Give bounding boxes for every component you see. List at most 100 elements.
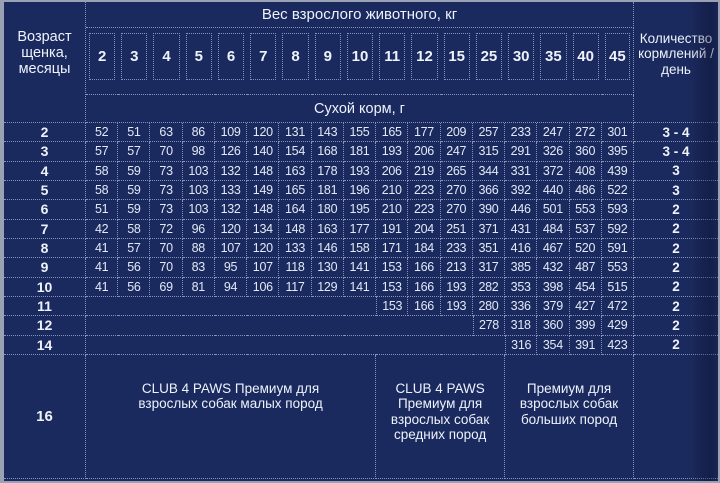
- food-amount-cell: 177: [343, 219, 377, 239]
- food-amount-cell: 149: [247, 180, 280, 201]
- food-amount-cell: 177: [408, 123, 441, 143]
- food-amount-cell: 317: [472, 258, 506, 278]
- food-amount-cell: 83: [182, 258, 215, 278]
- food-amount-cell: 210: [376, 180, 409, 201]
- weight-column-header: 10: [343, 28, 377, 95]
- food-amount-cell: 472: [601, 296, 634, 317]
- food-amount-cell: 41: [86, 277, 119, 297]
- food-amount-cell: [214, 316, 248, 336]
- food-amount-cell: 416: [505, 238, 538, 259]
- feeding-grid: Возраст щенка, месяцы Вес взрослого живо…: [4, 2, 718, 479]
- food-amount-cell: 399: [569, 316, 602, 336]
- food-amount-cell: 301: [601, 123, 634, 143]
- feedings-per-day-cell: 2: [634, 316, 718, 336]
- food-amount-cell: 593: [601, 200, 634, 220]
- feedings-per-day-cell: 3 - 4: [634, 123, 718, 143]
- weight-value: 15: [443, 33, 470, 80]
- food-amount-cell: 391: [569, 335, 602, 355]
- age-row-label: 7: [4, 219, 86, 239]
- weight-value: 7: [250, 33, 277, 80]
- food-amount-cell: 73: [150, 161, 183, 181]
- food-amount-cell: 213: [440, 258, 473, 278]
- food-amount-cell: 316: [505, 335, 538, 355]
- weight-row-header: Вес взрослого животного, кг: [86, 2, 634, 28]
- weight-column-header: 30: [505, 28, 538, 95]
- food-amount-cell: 146: [311, 238, 344, 259]
- food-amount-cell: 103: [182, 180, 215, 201]
- feedings-column-header: Количество кормлений / день: [634, 2, 718, 123]
- food-amount-cell: 59: [118, 180, 151, 201]
- food-amount-cell: 73: [150, 200, 183, 220]
- feedings-per-day-cell: 2: [634, 200, 718, 220]
- weight-column-header: 4: [150, 28, 183, 95]
- food-amount-cell: 223: [408, 180, 441, 201]
- weight-column-header: 8: [279, 28, 312, 95]
- food-amount-cell: 63: [150, 123, 183, 143]
- weight-value: 30: [508, 33, 535, 80]
- dry-food-unit-header: Сухой корм, г: [86, 95, 634, 123]
- weight-value: 6: [217, 33, 245, 80]
- food-amount-cell: 163: [279, 161, 312, 181]
- food-amount-cell: [311, 297, 344, 317]
- food-amount-cell: 204: [408, 219, 441, 239]
- food-amount-cell: 52: [86, 123, 119, 143]
- food-amount-cell: 109: [214, 123, 248, 143]
- food-amount-cell: 351: [472, 238, 506, 259]
- food-amount-cell: 107: [247, 258, 280, 278]
- food-amount-cell: 247: [537, 123, 570, 143]
- food-amount-cell: [408, 336, 441, 355]
- food-amount-cell: 257: [472, 123, 506, 143]
- food-amount-cell: 132: [214, 161, 248, 181]
- food-amount-cell: 164: [279, 200, 312, 220]
- food-amount-cell: 168: [311, 142, 344, 162]
- food-amount-cell: 57: [118, 238, 151, 259]
- food-amount-cell: 193: [376, 142, 409, 162]
- weight-value: 25: [475, 33, 503, 80]
- food-amount-cell: 141: [343, 258, 377, 278]
- food-amount-cell: [472, 336, 506, 355]
- food-amount-cell: [118, 336, 151, 355]
- food-amount-cell: 371: [472, 219, 506, 239]
- food-amount-cell: 118: [279, 258, 312, 278]
- food-amount-cell: 553: [569, 200, 602, 220]
- age-column-header: Возраст щенка, месяцы: [4, 2, 86, 123]
- food-amount-cell: 326: [537, 142, 570, 162]
- product-name-cell: CLUB 4 PAWS Премиум для взрослых собак м…: [86, 354, 377, 479]
- food-amount-cell: 366: [472, 180, 506, 201]
- food-amount-cell: 42: [86, 219, 119, 239]
- weight-value: 3: [121, 33, 148, 80]
- weight-column-header: 15: [440, 28, 473, 95]
- food-amount-cell: 486: [569, 180, 602, 201]
- food-amount-cell: 487: [569, 258, 602, 278]
- food-amount-cell: [343, 297, 377, 317]
- age-row-label: 10: [4, 277, 86, 297]
- food-amount-cell: 95: [214, 258, 248, 278]
- food-amount-cell: 56: [118, 258, 151, 278]
- food-amount-cell: 181: [343, 142, 377, 162]
- age-row-label: 11: [4, 296, 86, 317]
- food-amount-cell: 70: [150, 142, 183, 162]
- food-amount-cell: 398: [537, 277, 570, 297]
- food-amount-cell: 270: [440, 200, 473, 220]
- food-amount-cell: [279, 336, 312, 355]
- food-amount-cell: [376, 316, 409, 336]
- weight-value: 5: [185, 33, 212, 80]
- food-amount-cell: 141: [343, 277, 377, 297]
- food-amount-cell: 379: [537, 296, 570, 317]
- weight-value: 10: [346, 33, 374, 80]
- weight-column-header: 5: [182, 28, 215, 95]
- food-amount-cell: 247: [440, 142, 473, 162]
- age-row-label: 4: [4, 161, 86, 181]
- food-amount-cell: 454: [569, 277, 602, 297]
- food-amount-cell: 219: [408, 161, 441, 181]
- food-amount-cell: [247, 316, 280, 336]
- food-amount-cell: [182, 316, 215, 336]
- food-amount-cell: 537: [569, 219, 602, 239]
- age-row-label: 6: [4, 200, 86, 220]
- food-amount-cell: 265: [440, 161, 473, 181]
- weight-column-header: 2: [86, 28, 119, 95]
- food-amount-cell: 70: [150, 238, 183, 259]
- food-amount-cell: 196: [343, 180, 377, 201]
- weight-value: 2: [89, 33, 116, 80]
